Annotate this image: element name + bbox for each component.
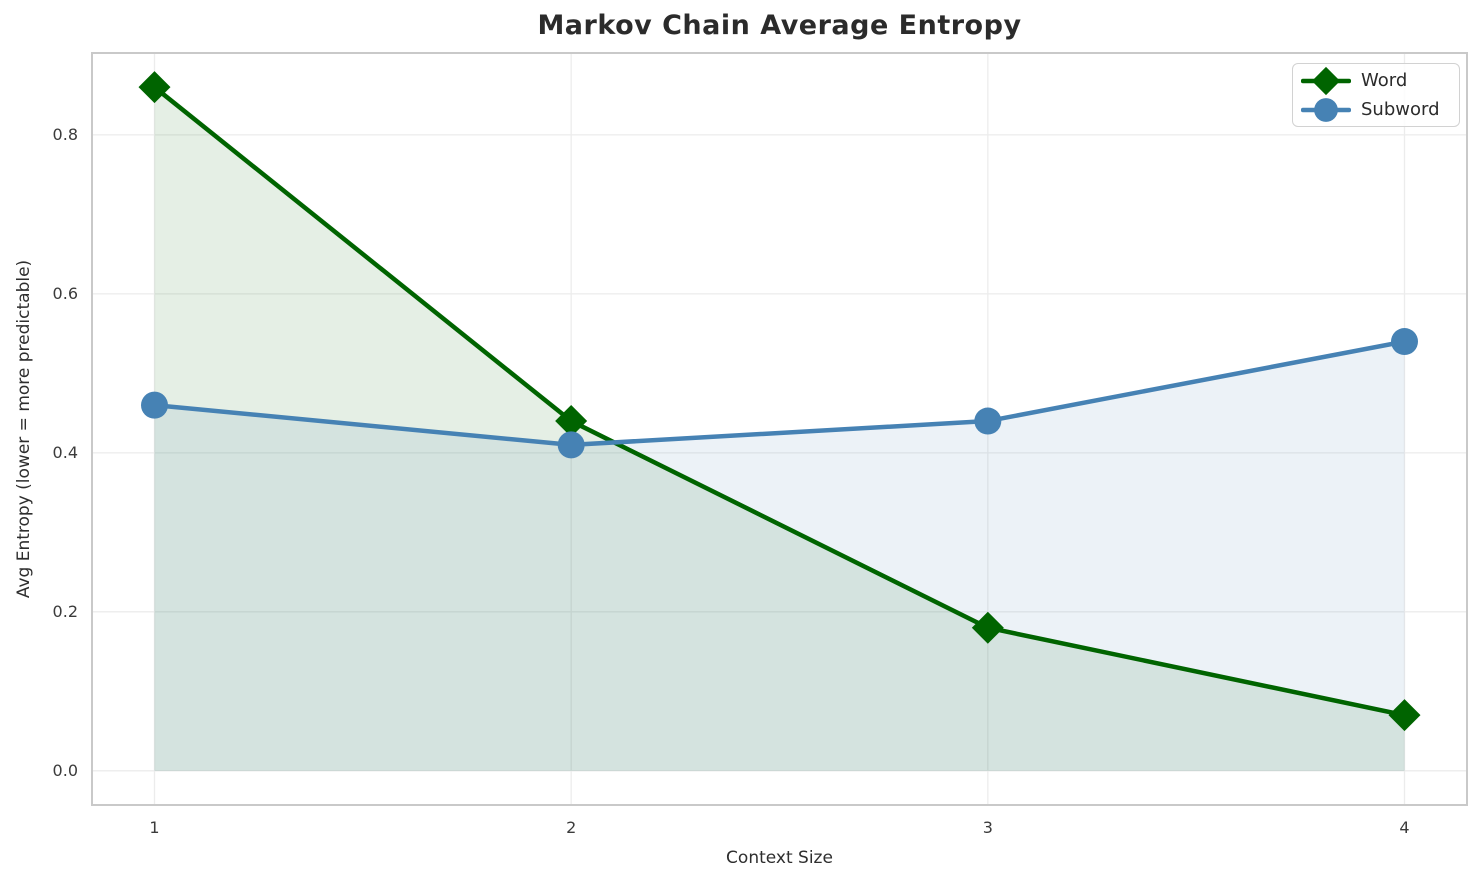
- legend-label: Word: [1361, 70, 1408, 91]
- plot-border: [91, 52, 1468, 806]
- legend-marker-sample: [1314, 97, 1338, 122]
- legend: Word Subword: [1292, 63, 1460, 127]
- word-marker: [971, 611, 1004, 644]
- x-tick-label: 4: [1399, 818, 1410, 837]
- legend-marker-sample: [1311, 66, 1341, 95]
- subword-series: [141, 328, 1418, 459]
- chart-title: Markov Chain Average Entropy: [537, 10, 1022, 41]
- word-legend-marker-icon: [1301, 66, 1351, 95]
- subword-marker: [141, 391, 168, 419]
- legend-item-word: Word: [1301, 66, 1451, 95]
- legend-label: Subword: [1361, 99, 1440, 120]
- subword-marker: [974, 407, 1002, 435]
- word-marker: [1388, 699, 1421, 732]
- word-series: [138, 71, 1421, 732]
- y-tick-label: 0.0: [52, 760, 78, 780]
- word-area-fill: [154, 87, 1405, 771]
- y-tick-label: 0.2: [52, 601, 78, 621]
- y-tick-label: 0.4: [52, 442, 78, 462]
- legend-item-subword: Subword: [1301, 95, 1451, 124]
- x-tick-label: 2: [566, 818, 577, 837]
- subword-marker: [557, 431, 585, 459]
- subword-marker: [1391, 328, 1418, 356]
- y-tick-label: 0.8: [52, 124, 78, 144]
- gridlines: [92, 53, 1467, 805]
- word-marker: [138, 71, 171, 104]
- word-line: [152, 84, 1407, 718]
- subword-legend-marker-icon: [1301, 97, 1351, 122]
- x-tick-label: 1: [149, 818, 160, 837]
- x-tick-label: 3: [982, 818, 993, 837]
- subword-line: [152, 339, 1407, 448]
- subword-area-fill: [154, 341, 1405, 771]
- word-marker: [555, 405, 588, 438]
- x-axis-label: Context Size: [726, 848, 833, 868]
- y-tick-label: 0.6: [52, 283, 78, 303]
